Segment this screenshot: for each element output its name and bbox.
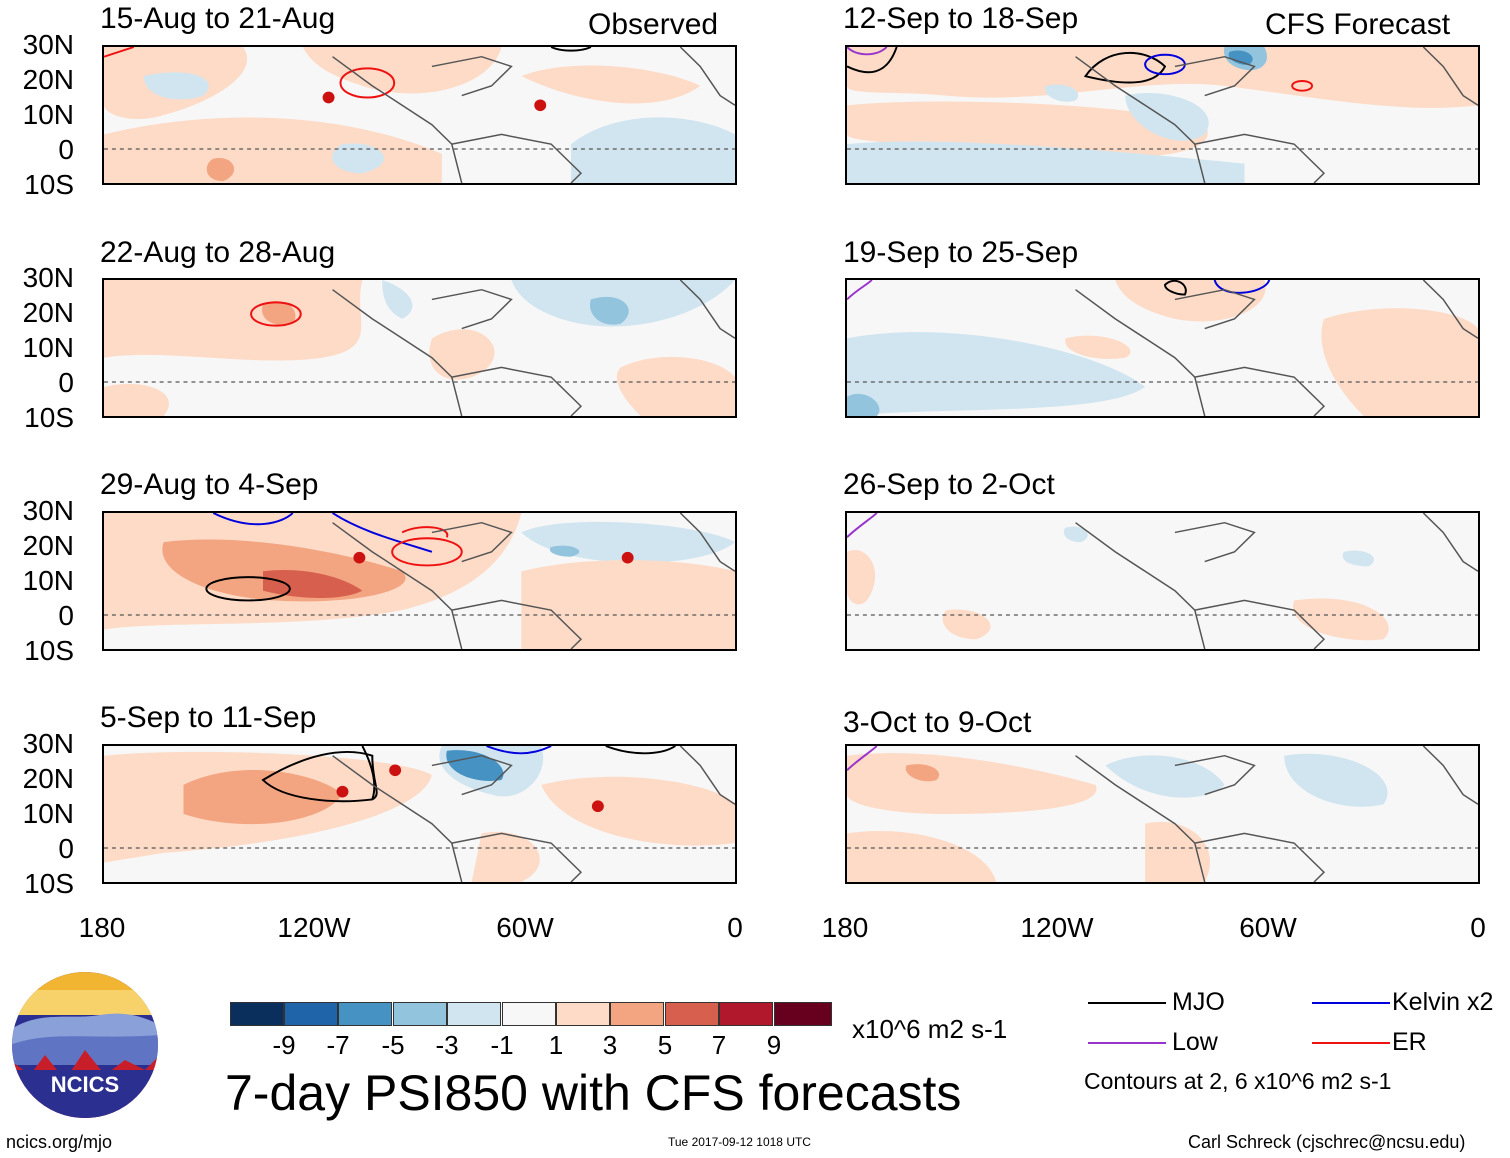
map-panel-8 <box>845 744 1480 884</box>
lat-label: 20N <box>22 763 74 794</box>
lat-label: 30N <box>22 728 74 759</box>
colorbar-tick: 7 <box>711 1030 727 1060</box>
panel-title-4: 5-Sep to 11-Sep <box>100 701 317 734</box>
map-panel-3 <box>102 511 737 651</box>
lon-label: 120W <box>277 912 351 943</box>
lat-label: 20N <box>22 530 74 561</box>
er-legend-line <box>1312 1042 1390 1044</box>
kelvin-legend-label: Kelvin x2 <box>1392 988 1494 1016</box>
colorbar-tick: 5 <box>657 1030 673 1060</box>
colorbar-tick: -5 <box>381 1030 405 1060</box>
colorbar-cell <box>284 1002 338 1026</box>
observed-label: Observed <box>588 8 719 41</box>
map-panel-7 <box>845 511 1480 651</box>
lat-label: 0 <box>58 600 74 631</box>
panel-title-5: 12-Sep to 18-Sep <box>843 2 1079 35</box>
contours-note: Contours at 2, 6 x10^6 m2 s-1 <box>1084 1068 1392 1094</box>
colorbar-tick: 3 <box>602 1030 618 1060</box>
lon-label: 120W <box>1020 912 1094 943</box>
lon-label: 0 <box>1470 912 1486 943</box>
lat-label: 10N <box>22 99 74 130</box>
main-title: 7-day PSI850 with CFS forecasts <box>225 1065 962 1121</box>
panel-title-1: 15-Aug to 21-Aug <box>100 2 336 35</box>
map-panel-5 <box>845 45 1480 185</box>
logo-text: NCICS <box>51 1072 119 1097</box>
lon-label: 60W <box>496 912 554 943</box>
low-legend-label: Low <box>1172 1028 1218 1056</box>
colorbar-cell <box>502 1002 556 1026</box>
lat-label: 10S <box>24 635 74 666</box>
map-panel-6 <box>845 278 1480 418</box>
colorbar-cell <box>665 1002 719 1026</box>
lat-label: 10S <box>24 169 74 200</box>
lat-label: 10N <box>22 332 74 363</box>
lat-label: 30N <box>22 29 74 60</box>
lat-label: 10N <box>22 565 74 596</box>
colorbar-tick: 1 <box>548 1030 564 1060</box>
lat-label: 10S <box>24 868 74 899</box>
colorbar-tick: -9 <box>272 1030 296 1060</box>
lat-label: 20N <box>22 297 74 328</box>
colorbar-cell <box>338 1002 392 1026</box>
colorbar-cell <box>556 1002 610 1026</box>
lat-label: 30N <box>22 495 74 526</box>
mjo-legend-label: MJO <box>1172 988 1225 1016</box>
map-panel-4 <box>102 744 737 884</box>
lat-label: 0 <box>58 367 74 398</box>
kelvin-legend-line <box>1312 1002 1390 1004</box>
panel-title-3: 29-Aug to 4-Sep <box>100 468 319 501</box>
panel-title-2: 22-Aug to 28-Aug <box>100 236 336 269</box>
cfs-forecast-label: CFS Forecast <box>1265 8 1451 41</box>
lon-label: 0 <box>727 912 743 943</box>
map-panel-2 <box>102 278 737 418</box>
lon-label: 60W <box>1239 912 1297 943</box>
panel-title-7: 26-Sep to 2-Oct <box>843 468 1055 501</box>
lat-label: 10N <box>22 798 74 829</box>
colorbar-units: x10^6 m2 s-1 <box>852 1014 1008 1044</box>
colorbar-tick: -1 <box>490 1030 514 1060</box>
colorbar-cell <box>610 1002 664 1026</box>
footer-credit: Carl Schreck (cjschrec@ncsu.edu) <box>1188 1132 1466 1152</box>
colorbar-cell <box>393 1002 447 1026</box>
panel-title-8: 3-Oct to 9-Oct <box>843 706 1032 739</box>
map-panel-1 <box>102 45 737 185</box>
lon-label: 180 <box>821 912 869 943</box>
colorbar-cell <box>230 1002 284 1026</box>
lat-label: 0 <box>58 833 74 864</box>
lon-label: 180 <box>78 912 126 943</box>
er-legend-label: ER <box>1392 1028 1427 1056</box>
colorbar-cell <box>719 1002 773 1026</box>
low-legend-line <box>1088 1042 1166 1044</box>
colorbar-cell <box>774 1002 832 1026</box>
footer-url[interactable]: ncics.org/mjo <box>6 1132 113 1152</box>
mjo-legend-line <box>1088 1002 1166 1004</box>
lat-label: 0 <box>58 134 74 165</box>
lat-label: 20N <box>22 64 74 95</box>
colorbar-tick: 9 <box>766 1030 782 1060</box>
colorbar-tick: -7 <box>326 1030 350 1060</box>
lat-label: 30N <box>22 262 74 293</box>
colorbar-tick: -3 <box>435 1030 459 1060</box>
colorbar-cell <box>447 1002 501 1026</box>
lat-label: 10S <box>24 402 74 433</box>
panel-title-6: 19-Sep to 25-Sep <box>843 236 1079 269</box>
ncics-logo: NCICS <box>10 970 160 1120</box>
footer-timestamp: Tue 2017-09-12 1018 UTC <box>668 1135 811 1149</box>
